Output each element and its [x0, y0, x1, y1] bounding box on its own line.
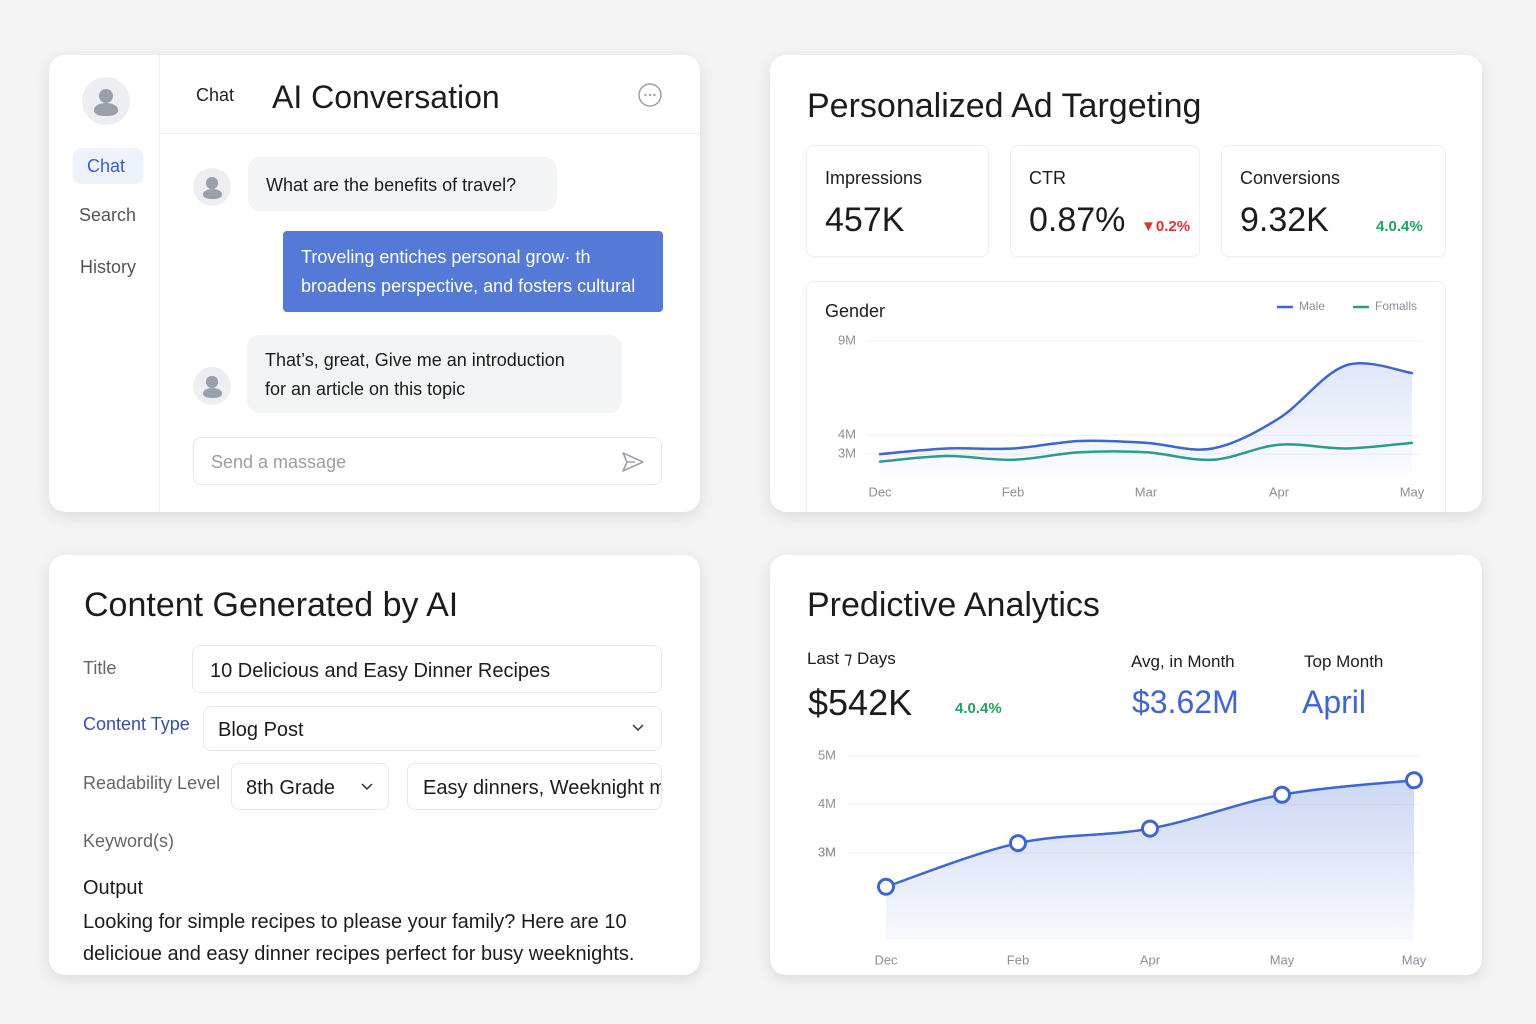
- card-title: Content Generated by AI: [84, 586, 459, 624]
- chat-icon[interactable]: [637, 82, 663, 108]
- menu-item[interactable]: Chat: [87, 156, 126, 176]
- output-text: delicioue and easy dinner recipes perfec…: [83, 943, 635, 965]
- ai-message-bubble: Troveling entiches personal grow· th bro…: [283, 231, 663, 312]
- card-title: Predictive Analytics: [807, 586, 1100, 624]
- metric-label: Avg, in Month: [1131, 652, 1235, 671]
- chart-title: Gender: [825, 301, 886, 321]
- metric-value: April: [1302, 684, 1367, 720]
- input-value: Easy dinners, Weeknight me:: [423, 777, 662, 799]
- output-text: Looking for simple recipes to please you…: [83, 911, 627, 933]
- select-value: 8th Grade: [246, 777, 335, 799]
- card-title: Personalized Ad Targeting: [807, 87, 1202, 125]
- metric-value: 457K: [825, 201, 905, 239]
- readability-select[interactable]: 8th Grade: [231, 763, 389, 810]
- metric-label: Conversions: [1240, 168, 1341, 188]
- title-input[interactable]: 10 Delicious and Easy Dinner Recipes: [192, 645, 662, 693]
- message-bubble: That’s, great, Give me an introduction f…: [247, 335, 622, 413]
- message-text: for an article on this topic: [265, 379, 466, 399]
- field-label: Title: [83, 658, 117, 678]
- user-avatar: [193, 367, 231, 405]
- sidebar-divider: [159, 55, 160, 512]
- metric-value: $3.62M: [1132, 684, 1239, 720]
- message-text: broadens perspective, and fosters cultur…: [301, 276, 636, 296]
- select-value: Blog Post: [218, 719, 304, 741]
- menu-active-bg: [73, 148, 143, 184]
- message-text: What are the benefits of travel?: [266, 175, 517, 195]
- keywords-input[interactable]: Easy dinners, Weeknight me:: [407, 763, 662, 810]
- message-text: That’s, great, Give me an introduction: [265, 350, 565, 370]
- message-input[interactable]: Send a massage: [193, 437, 662, 485]
- ad-card: Personalized Ad Targeting Impressions 45…: [770, 55, 1482, 512]
- metric-change: ▼0.2%: [1141, 218, 1191, 235]
- send-icon[interactable]: [621, 450, 645, 474]
- menu-item[interactable]: Search: [79, 205, 137, 225]
- header-divider: [160, 133, 700, 134]
- chat-card: Chat Search History Chat AI Conversation…: [49, 55, 700, 512]
- metric-value: 9.32K: [1240, 201, 1329, 239]
- metric-change: 4.0.4%: [955, 700, 1002, 717]
- chart-box: Gender: [806, 281, 1446, 512]
- metric-label: Impressions: [825, 168, 923, 188]
- metric-card: Conversions 9.32K 4.0.4%: [1221, 145, 1446, 257]
- metric-value: 0.87%: [1029, 201, 1126, 239]
- metric-card: Impressions 457K: [806, 145, 989, 257]
- field-label: Keyword(s): [83, 831, 175, 851]
- content-card: Content Generated by AI Title 10 Delicio…: [49, 555, 700, 975]
- input-value: 10 Delicious and Easy Dinner Recipes: [210, 660, 551, 682]
- predictive-card: Predictive Analytics Last ⁊ Days $542K 4…: [770, 555, 1482, 975]
- chevron: [632, 724, 644, 732]
- chat-title: AI Conversation: [272, 79, 500, 115]
- input-placeholder: Send a massage: [211, 452, 347, 472]
- output-label: Output: [83, 877, 144, 899]
- field-label: Content Type: [83, 714, 190, 734]
- menu-item[interactable]: History: [80, 257, 137, 277]
- field-label: Readability Level: [83, 773, 221, 793]
- chevron: [361, 783, 373, 791]
- metric-change: 4.0.4%: [1376, 218, 1423, 235]
- metric-label: Top Month: [1304, 652, 1384, 671]
- metric-label: Last ⁊ Days: [807, 649, 896, 668]
- metric-value: $542K: [808, 682, 913, 723]
- profile-avatar: [82, 77, 130, 125]
- metric-card: CTR 0.87% ▼0.2%: [1010, 145, 1200, 257]
- user-avatar: [193, 168, 231, 206]
- message-text: Troveling entiches personal grow· th: [301, 247, 591, 267]
- metric-label: CTR: [1029, 168, 1066, 188]
- type-select[interactable]: Blog Post: [203, 706, 662, 751]
- message-bubble: What are the benefits of travel?: [248, 157, 557, 211]
- header-label: Chat: [196, 85, 235, 105]
